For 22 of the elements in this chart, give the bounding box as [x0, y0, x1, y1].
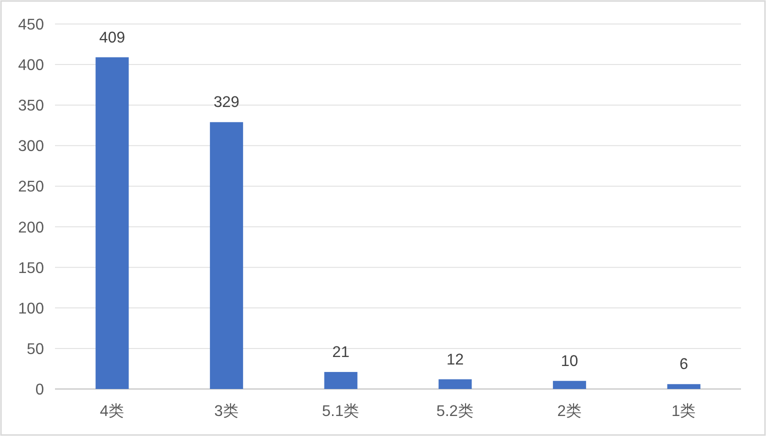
- data-label: 6: [680, 356, 688, 374]
- y-tick-label: 450: [18, 16, 44, 34]
- y-tick-label: 100: [18, 300, 44, 318]
- x-tick-label: 4类: [100, 402, 124, 420]
- y-tick-label: 350: [18, 98, 44, 115]
- y-tick-label: 0: [35, 382, 44, 398]
- y-tick-label: 50: [26, 340, 44, 358]
- data-label: 21: [332, 344, 350, 361]
- x-tick-label: 2类: [557, 402, 582, 420]
- data-label: 10: [560, 352, 578, 370]
- x-tick-label: 5.2类: [436, 402, 474, 420]
- y-tick-label: 150: [18, 260, 44, 277]
- x-tick-label: 5.1类: [322, 402, 360, 420]
- y-tick-label: 200: [18, 219, 44, 236]
- data-label: 409: [99, 29, 126, 46]
- x-tick-label: 1类: [672, 402, 696, 420]
- y-tick-label: 300: [18, 138, 44, 156]
- data-label: 12: [446, 351, 464, 368]
- y-tick-label: 400: [18, 57, 44, 74]
- y-tick-label: 250: [18, 178, 44, 196]
- data-label: 329: [214, 94, 240, 112]
- x-tick-label: 3类: [214, 402, 239, 420]
